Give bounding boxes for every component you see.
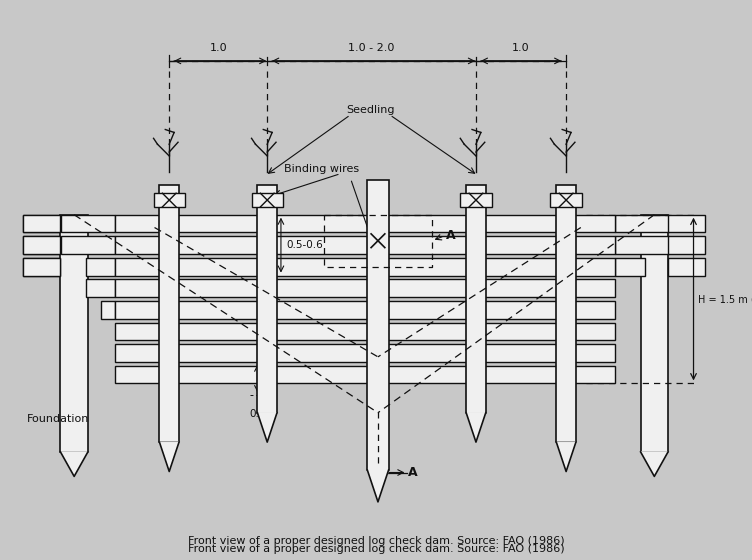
Bar <box>115 279 615 297</box>
Bar <box>641 214 668 452</box>
Text: H = 1.5 m (Max): H = 1.5 m (Max) <box>699 294 752 304</box>
Bar <box>115 236 615 254</box>
Bar <box>86 279 115 297</box>
Bar <box>23 258 60 276</box>
Bar <box>668 236 705 254</box>
Bar <box>23 236 60 254</box>
Polygon shape <box>466 413 486 442</box>
Bar <box>615 214 669 232</box>
Text: 0.5-0.6: 0.5-0.6 <box>287 240 323 250</box>
Polygon shape <box>257 413 277 442</box>
Text: 1.0 - 2.0: 1.0 - 2.0 <box>348 43 395 53</box>
Polygon shape <box>641 452 668 477</box>
Polygon shape <box>556 442 576 472</box>
Bar <box>23 236 60 254</box>
Bar <box>86 258 115 276</box>
Bar <box>615 236 669 254</box>
Bar <box>62 214 115 232</box>
Bar <box>115 214 615 232</box>
Polygon shape <box>159 442 179 472</box>
Text: Seedling: Seedling <box>346 105 394 115</box>
Bar <box>556 185 576 442</box>
Bar <box>460 193 492 207</box>
Text: 1.0: 1.0 <box>512 43 530 53</box>
Bar <box>115 323 615 340</box>
Bar <box>615 258 644 276</box>
Bar <box>101 301 115 319</box>
Text: Front view of a proper designed log check dam. Source: FAO (1986): Front view of a proper designed log chec… <box>188 544 564 554</box>
Bar <box>23 214 60 232</box>
Bar <box>257 185 277 413</box>
Bar <box>251 193 283 207</box>
Bar <box>159 185 179 442</box>
Bar <box>60 214 88 452</box>
Bar <box>115 301 615 319</box>
Bar <box>62 236 115 254</box>
Bar <box>115 344 615 362</box>
Text: 1.0: 1.0 <box>209 43 227 53</box>
Bar <box>115 366 615 383</box>
Bar <box>466 185 486 413</box>
Bar <box>153 193 185 207</box>
Bar <box>115 258 615 276</box>
Polygon shape <box>367 469 389 502</box>
Text: Front view of a proper designed log check dam. Source: FAO (1986): Front view of a proper designed log chec… <box>188 536 564 546</box>
Text: A: A <box>446 230 455 242</box>
Text: Foundation: Foundation <box>27 414 89 423</box>
Bar <box>550 193 582 207</box>
Bar <box>668 258 705 276</box>
Text: A: A <box>408 466 418 479</box>
Bar <box>23 258 60 276</box>
Bar <box>668 214 705 232</box>
Polygon shape <box>60 452 88 477</box>
Text: 0.5: 0.5 <box>249 409 265 419</box>
Text: Binding wires: Binding wires <box>284 164 359 174</box>
Bar <box>367 180 389 469</box>
Bar <box>23 214 60 232</box>
